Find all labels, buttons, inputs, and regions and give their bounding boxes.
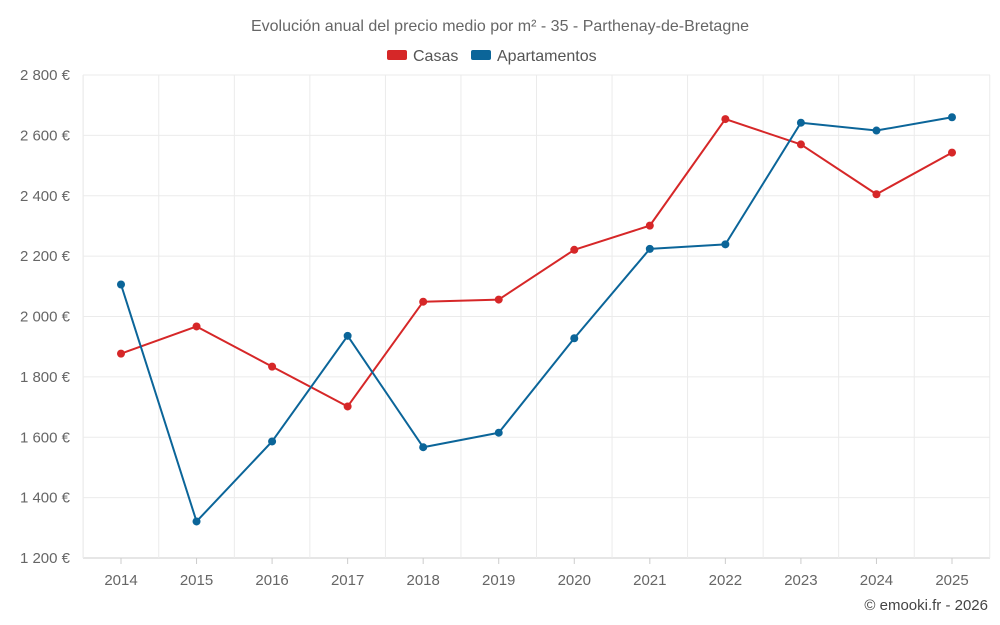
data-point[interactable]	[721, 115, 730, 124]
data-point[interactable]	[192, 517, 201, 526]
data-point[interactable]	[343, 331, 352, 340]
y-tick-label: 2 000 €	[20, 309, 71, 326]
grid	[82, 74, 991, 559]
data-point[interactable]	[872, 190, 881, 199]
x-tick-label: 2025	[935, 572, 968, 589]
data-point[interactable]	[192, 322, 201, 331]
data-point[interactable]	[343, 402, 352, 411]
x-tick-label: 2022	[709, 572, 742, 589]
data-point[interactable]	[494, 295, 503, 304]
data-point[interactable]	[268, 437, 277, 446]
data-point[interactable]	[570, 334, 579, 343]
legend-label: Apartamentos	[497, 48, 597, 65]
legend-swatch	[471, 50, 491, 60]
data-point[interactable]	[645, 221, 654, 230]
data-point[interactable]	[494, 428, 503, 437]
y-tick-label: 1 600 €	[20, 429, 71, 446]
legend[interactable]: Casas Apartamentos	[387, 48, 597, 65]
y-tick-label: 2 800 €	[20, 67, 71, 84]
legend-item-apartamentos[interactable]: Apartamentos	[471, 48, 597, 65]
y-tick-label: 2 400 €	[20, 188, 71, 205]
y-tick-label: 2 600 €	[20, 127, 71, 144]
data-point[interactable]	[872, 126, 881, 135]
series-casas	[117, 115, 956, 411]
y-tick-label: 2 200 €	[20, 248, 71, 265]
axes: 1 200 € 1 400 € 1 600 € 1 800 € 2 000 € 2 200…	[20, 67, 969, 589]
legend-swatch	[387, 50, 407, 60]
credit-text: © emooki.fr - 2026	[864, 597, 988, 614]
x-tick-label: 2017	[331, 572, 364, 589]
y-tick-label: 1 400 €	[20, 490, 71, 507]
legend-item-casas[interactable]: Casas	[387, 48, 458, 65]
x-tick-label: 2024	[860, 572, 893, 589]
series-line	[120, 116, 953, 523]
data-point[interactable]	[419, 443, 428, 452]
data-point[interactable]	[948, 148, 956, 157]
data-point[interactable]	[117, 349, 125, 358]
series-line	[120, 118, 953, 408]
x-tick-label: 2014	[104, 572, 137, 589]
data-point[interactable]	[645, 244, 654, 253]
legend-label: Casas	[413, 48, 458, 65]
data-point[interactable]	[570, 245, 579, 254]
data-point[interactable]	[796, 140, 805, 149]
data-point[interactable]	[721, 240, 730, 249]
data-point[interactable]	[117, 280, 125, 289]
x-tick-label: 2016	[255, 572, 288, 589]
chart-title: Evolución anual del precio medio por m² …	[251, 18, 749, 35]
data-point[interactable]	[419, 297, 428, 306]
x-tick-label: 2021	[633, 572, 666, 589]
series-apartamentos	[117, 113, 956, 526]
series	[117, 113, 956, 526]
y-tick-label: 1 200 €	[20, 550, 71, 567]
y-tick-label: 1 800 €	[20, 369, 71, 386]
x-tick-label: 2018	[406, 572, 439, 589]
data-point[interactable]	[268, 362, 277, 371]
data-point[interactable]	[948, 113, 956, 122]
x-tick-label: 2015	[180, 572, 213, 589]
x-tick-label: 2023	[784, 572, 817, 589]
x-tick-label: 2019	[482, 572, 515, 589]
x-tick-label: 2020	[558, 572, 591, 589]
data-point[interactable]	[796, 118, 805, 127]
